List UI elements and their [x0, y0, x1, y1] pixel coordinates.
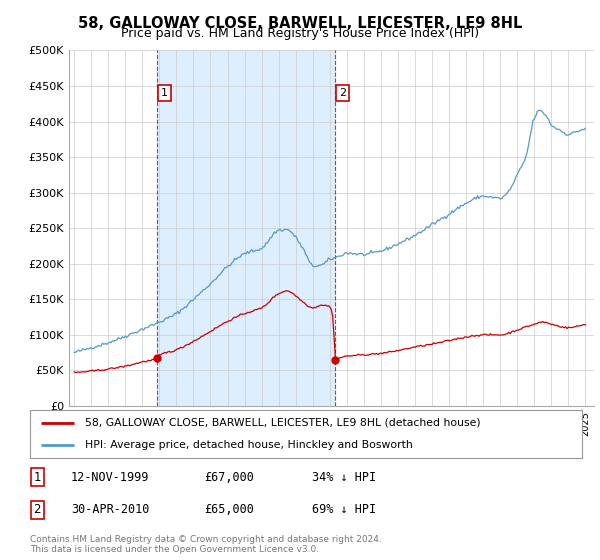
Text: £67,000: £67,000	[204, 470, 254, 484]
Text: HPI: Average price, detached house, Hinckley and Bosworth: HPI: Average price, detached house, Hinc…	[85, 440, 413, 450]
Text: 2: 2	[34, 503, 41, 516]
Text: 34% ↓ HPI: 34% ↓ HPI	[312, 470, 376, 484]
Text: 58, GALLOWAY CLOSE, BARWELL, LEICESTER, LE9 8HL (detached house): 58, GALLOWAY CLOSE, BARWELL, LEICESTER, …	[85, 418, 481, 428]
Text: 2: 2	[339, 88, 346, 98]
Text: 69% ↓ HPI: 69% ↓ HPI	[312, 503, 376, 516]
Text: 1: 1	[34, 470, 41, 484]
Text: Price paid vs. HM Land Registry's House Price Index (HPI): Price paid vs. HM Land Registry's House …	[121, 27, 479, 40]
Text: 58, GALLOWAY CLOSE, BARWELL, LEICESTER, LE9 8HL: 58, GALLOWAY CLOSE, BARWELL, LEICESTER, …	[78, 16, 522, 31]
Text: 12-NOV-1999: 12-NOV-1999	[71, 470, 149, 484]
Bar	[157, 50, 335, 406]
Text: Contains HM Land Registry data © Crown copyright and database right 2024.
This d: Contains HM Land Registry data © Crown c…	[30, 535, 382, 554]
Text: 1: 1	[161, 88, 168, 98]
Text: £65,000: £65,000	[204, 503, 254, 516]
Text: 30-APR-2010: 30-APR-2010	[71, 503, 149, 516]
